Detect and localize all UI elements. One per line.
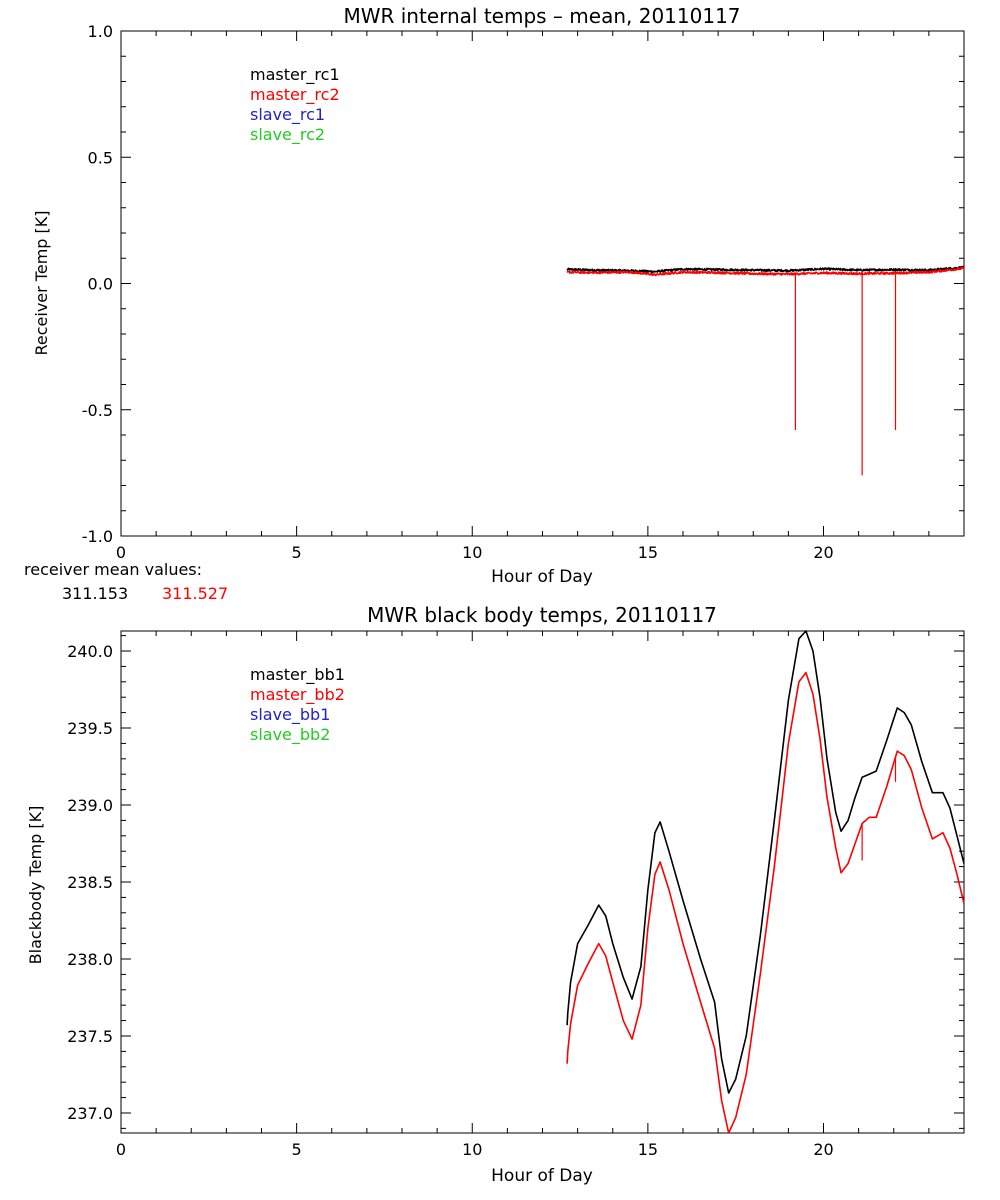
chart2-xlabel: Hour of Day: [491, 1166, 593, 1186]
chart1-ylabel: Receiver Temp [K]: [32, 210, 51, 355]
chart2-y-tick-label: 239.0: [67, 796, 113, 815]
chart1-plot: 0 5 10 15 20 -1.0 -0.5 0.0 0.5 1.0 master_rc1maste…: [82, 22, 965, 562]
chart2-x-tick-label: 0: [116, 1140, 126, 1159]
chart1-legend-master_rc1: master_rc1: [250, 65, 340, 85]
chart2-plot: 0 5 10 15 20 237.0 237.5 238.0 238.5 239.0 239.5 24…: [67, 630, 965, 1159]
chart2-title: MWR black body temps, 20110117: [367, 603, 717, 627]
chart1-x-tick-label: 15: [638, 543, 658, 562]
chart1-y-tick-label: 0.0: [88, 275, 113, 294]
chart1-x-tick-label: 20: [813, 543, 833, 562]
chart1-title: MWR internal temps – mean, 20110117: [343, 4, 740, 28]
receiver-mean-label: receiver mean values:: [24, 560, 202, 579]
chart1-y-tick-label: 0.5: [88, 148, 113, 167]
chart1-legend-master_rc2: master_rc2: [250, 85, 340, 105]
chart1-y-tick-label: -0.5: [82, 401, 113, 420]
chart1-x-tick-label: 5: [292, 543, 302, 562]
chart2-ylabel: Blackbody Temp [K]: [26, 806, 45, 965]
chart2-y-tick-label: 240.0: [67, 642, 113, 661]
chart1-x-tick-label: 0: [116, 543, 126, 562]
chart1-y-tick-label: -1.0: [82, 527, 113, 546]
chart2-x-tick-label: 20: [813, 1140, 833, 1159]
receiver-mean-value-2: 311.527: [162, 584, 228, 603]
chart1-legend-slave_rc2: slave_rc2: [250, 125, 325, 145]
chart2-y-tick-label: 238.5: [67, 873, 113, 892]
chart2-x-tick-label: 10: [462, 1140, 482, 1159]
chart1-series-line-master_rc1: [566, 265, 965, 274]
chart2-series-line-master_bb2: [566, 671, 965, 1134]
chart1-xlabel: Hour of Day: [491, 567, 593, 587]
chart2-series-line-master_bb1: [566, 630, 965, 1094]
chart1-series-line-master_rc2: [566, 266, 965, 277]
chart2-x-tick-label: 5: [292, 1140, 302, 1159]
chart2-legend-master_bb2: master_bb2: [250, 685, 345, 705]
chart2-legend-master_bb1: master_bb1: [250, 665, 345, 685]
chart2-y-tick-label: 238.0: [67, 950, 113, 969]
chart1-y-tick-label: 1.0: [88, 22, 113, 41]
chart2-y-tick-label: 237.0: [67, 1104, 113, 1123]
chart1-legend-slave_rc1: slave_rc1: [250, 105, 325, 125]
chart1-x-tick-label: 10: [462, 543, 482, 562]
chart2-y-tick-label: 239.5: [67, 719, 113, 738]
chart2-y-tick-label: 237.5: [67, 1027, 113, 1046]
chart2-legend-slave_bb1: slave_bb1: [250, 705, 330, 725]
receiver-mean-value-1: 311.153: [62, 584, 128, 603]
chart2-legend-slave_bb2: slave_bb2: [250, 725, 330, 745]
chart2-x-tick-label: 15: [638, 1140, 658, 1159]
